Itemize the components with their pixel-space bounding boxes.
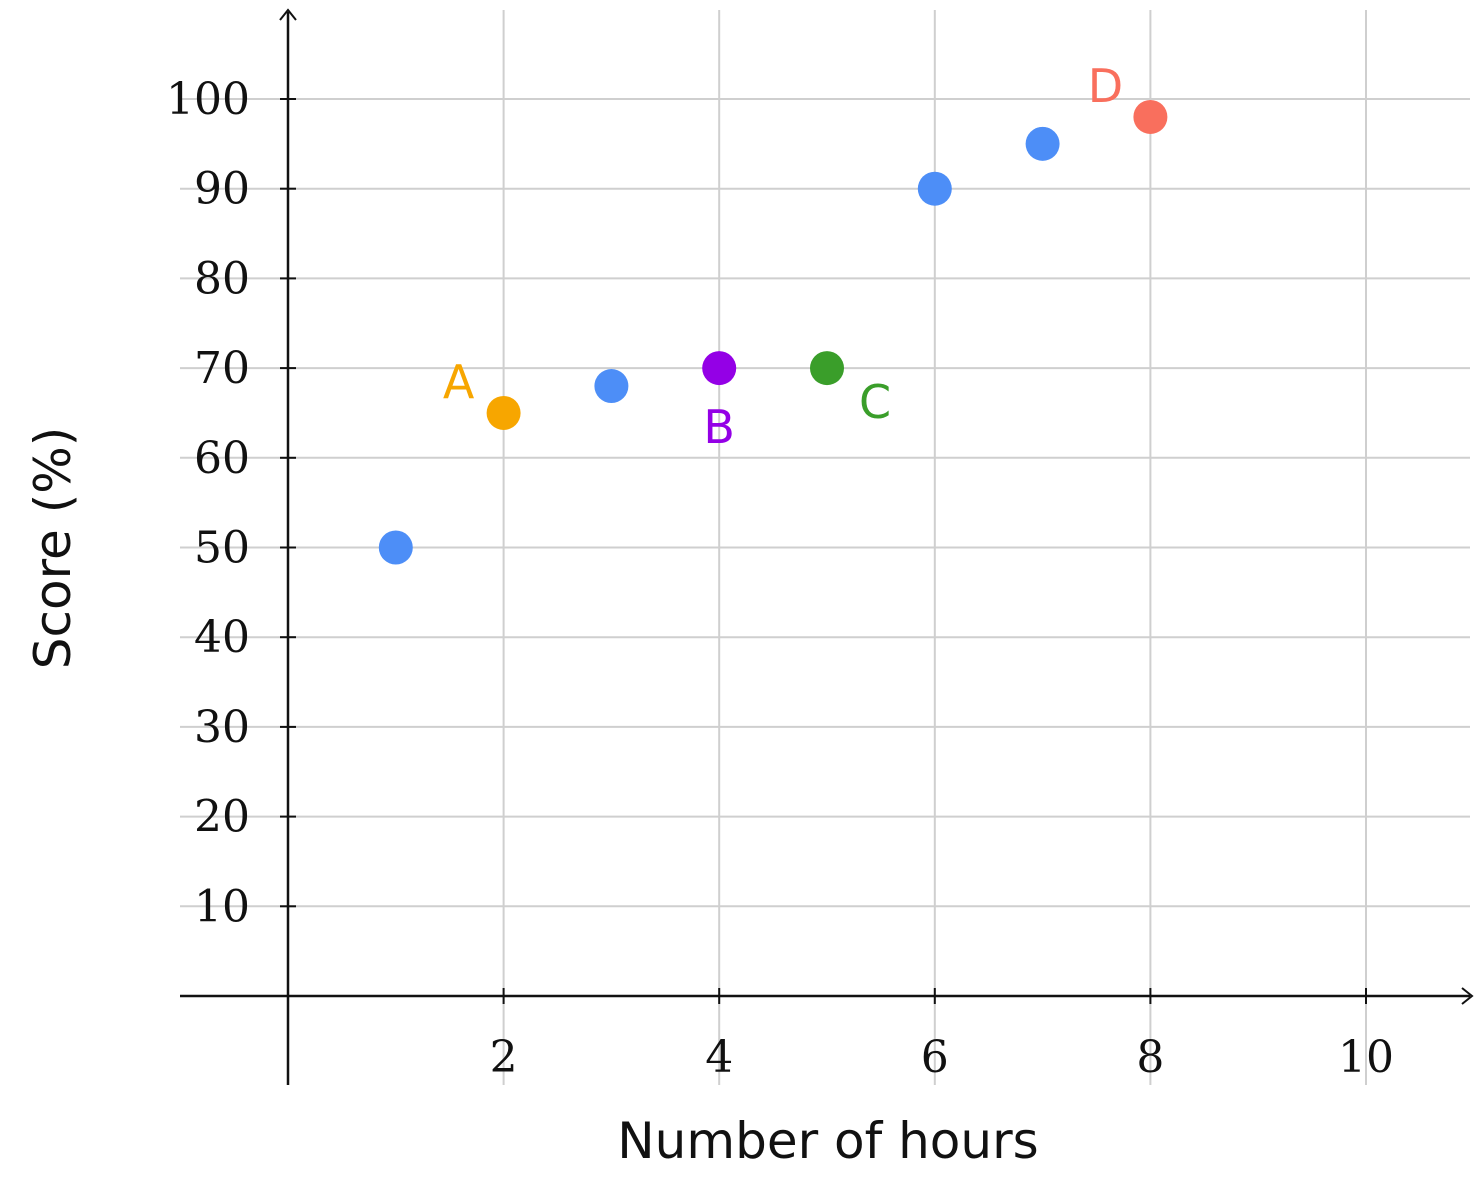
data-point <box>594 369 629 404</box>
x-tick-label: 2 <box>490 1032 518 1083</box>
data-points <box>378 99 1168 565</box>
y-tick-label: 10 <box>194 881 250 932</box>
point-label-c: C <box>859 375 891 429</box>
y-tick-label: 100 <box>166 74 250 125</box>
point-label-a: A <box>443 355 475 409</box>
y-tick-label: 60 <box>194 433 250 484</box>
data-point <box>917 171 952 206</box>
y-tick-label: 90 <box>194 164 250 215</box>
data-point-b <box>702 351 737 386</box>
tick-labels: 2 4 6 8 10 10 20 30 40 50 60 70 80 90 100 <box>166 74 1394 1083</box>
point-label-d: D <box>1088 59 1123 113</box>
x-axis-title: Number of hours <box>617 1112 1038 1170</box>
grid <box>180 10 1470 1085</box>
y-tick-label: 50 <box>194 523 250 574</box>
x-tick-label: 4 <box>705 1032 733 1083</box>
point-label-b: B <box>703 400 735 454</box>
y-tick-label: 30 <box>194 702 250 753</box>
data-point <box>1025 126 1060 161</box>
y-axis-title: Score (%) <box>24 427 82 669</box>
data-point-d <box>1133 99 1168 134</box>
data-point <box>378 530 413 565</box>
data-point-a <box>486 395 521 430</box>
y-tick-label: 80 <box>194 253 250 304</box>
y-axis-arrow <box>279 8 297 21</box>
data-point-c <box>810 351 844 386</box>
axes <box>180 8 1474 1085</box>
y-tick-label: 20 <box>194 792 250 843</box>
x-tick-label: 6 <box>921 1032 949 1083</box>
x-tick-label: 10 <box>1338 1032 1394 1083</box>
x-axis-arrow <box>1461 987 1474 1005</box>
y-tick-label: 40 <box>194 612 250 663</box>
y-tick-label: 70 <box>194 343 250 394</box>
point-labels: A B C D <box>443 59 1123 454</box>
x-tick-label: 8 <box>1136 1032 1164 1083</box>
